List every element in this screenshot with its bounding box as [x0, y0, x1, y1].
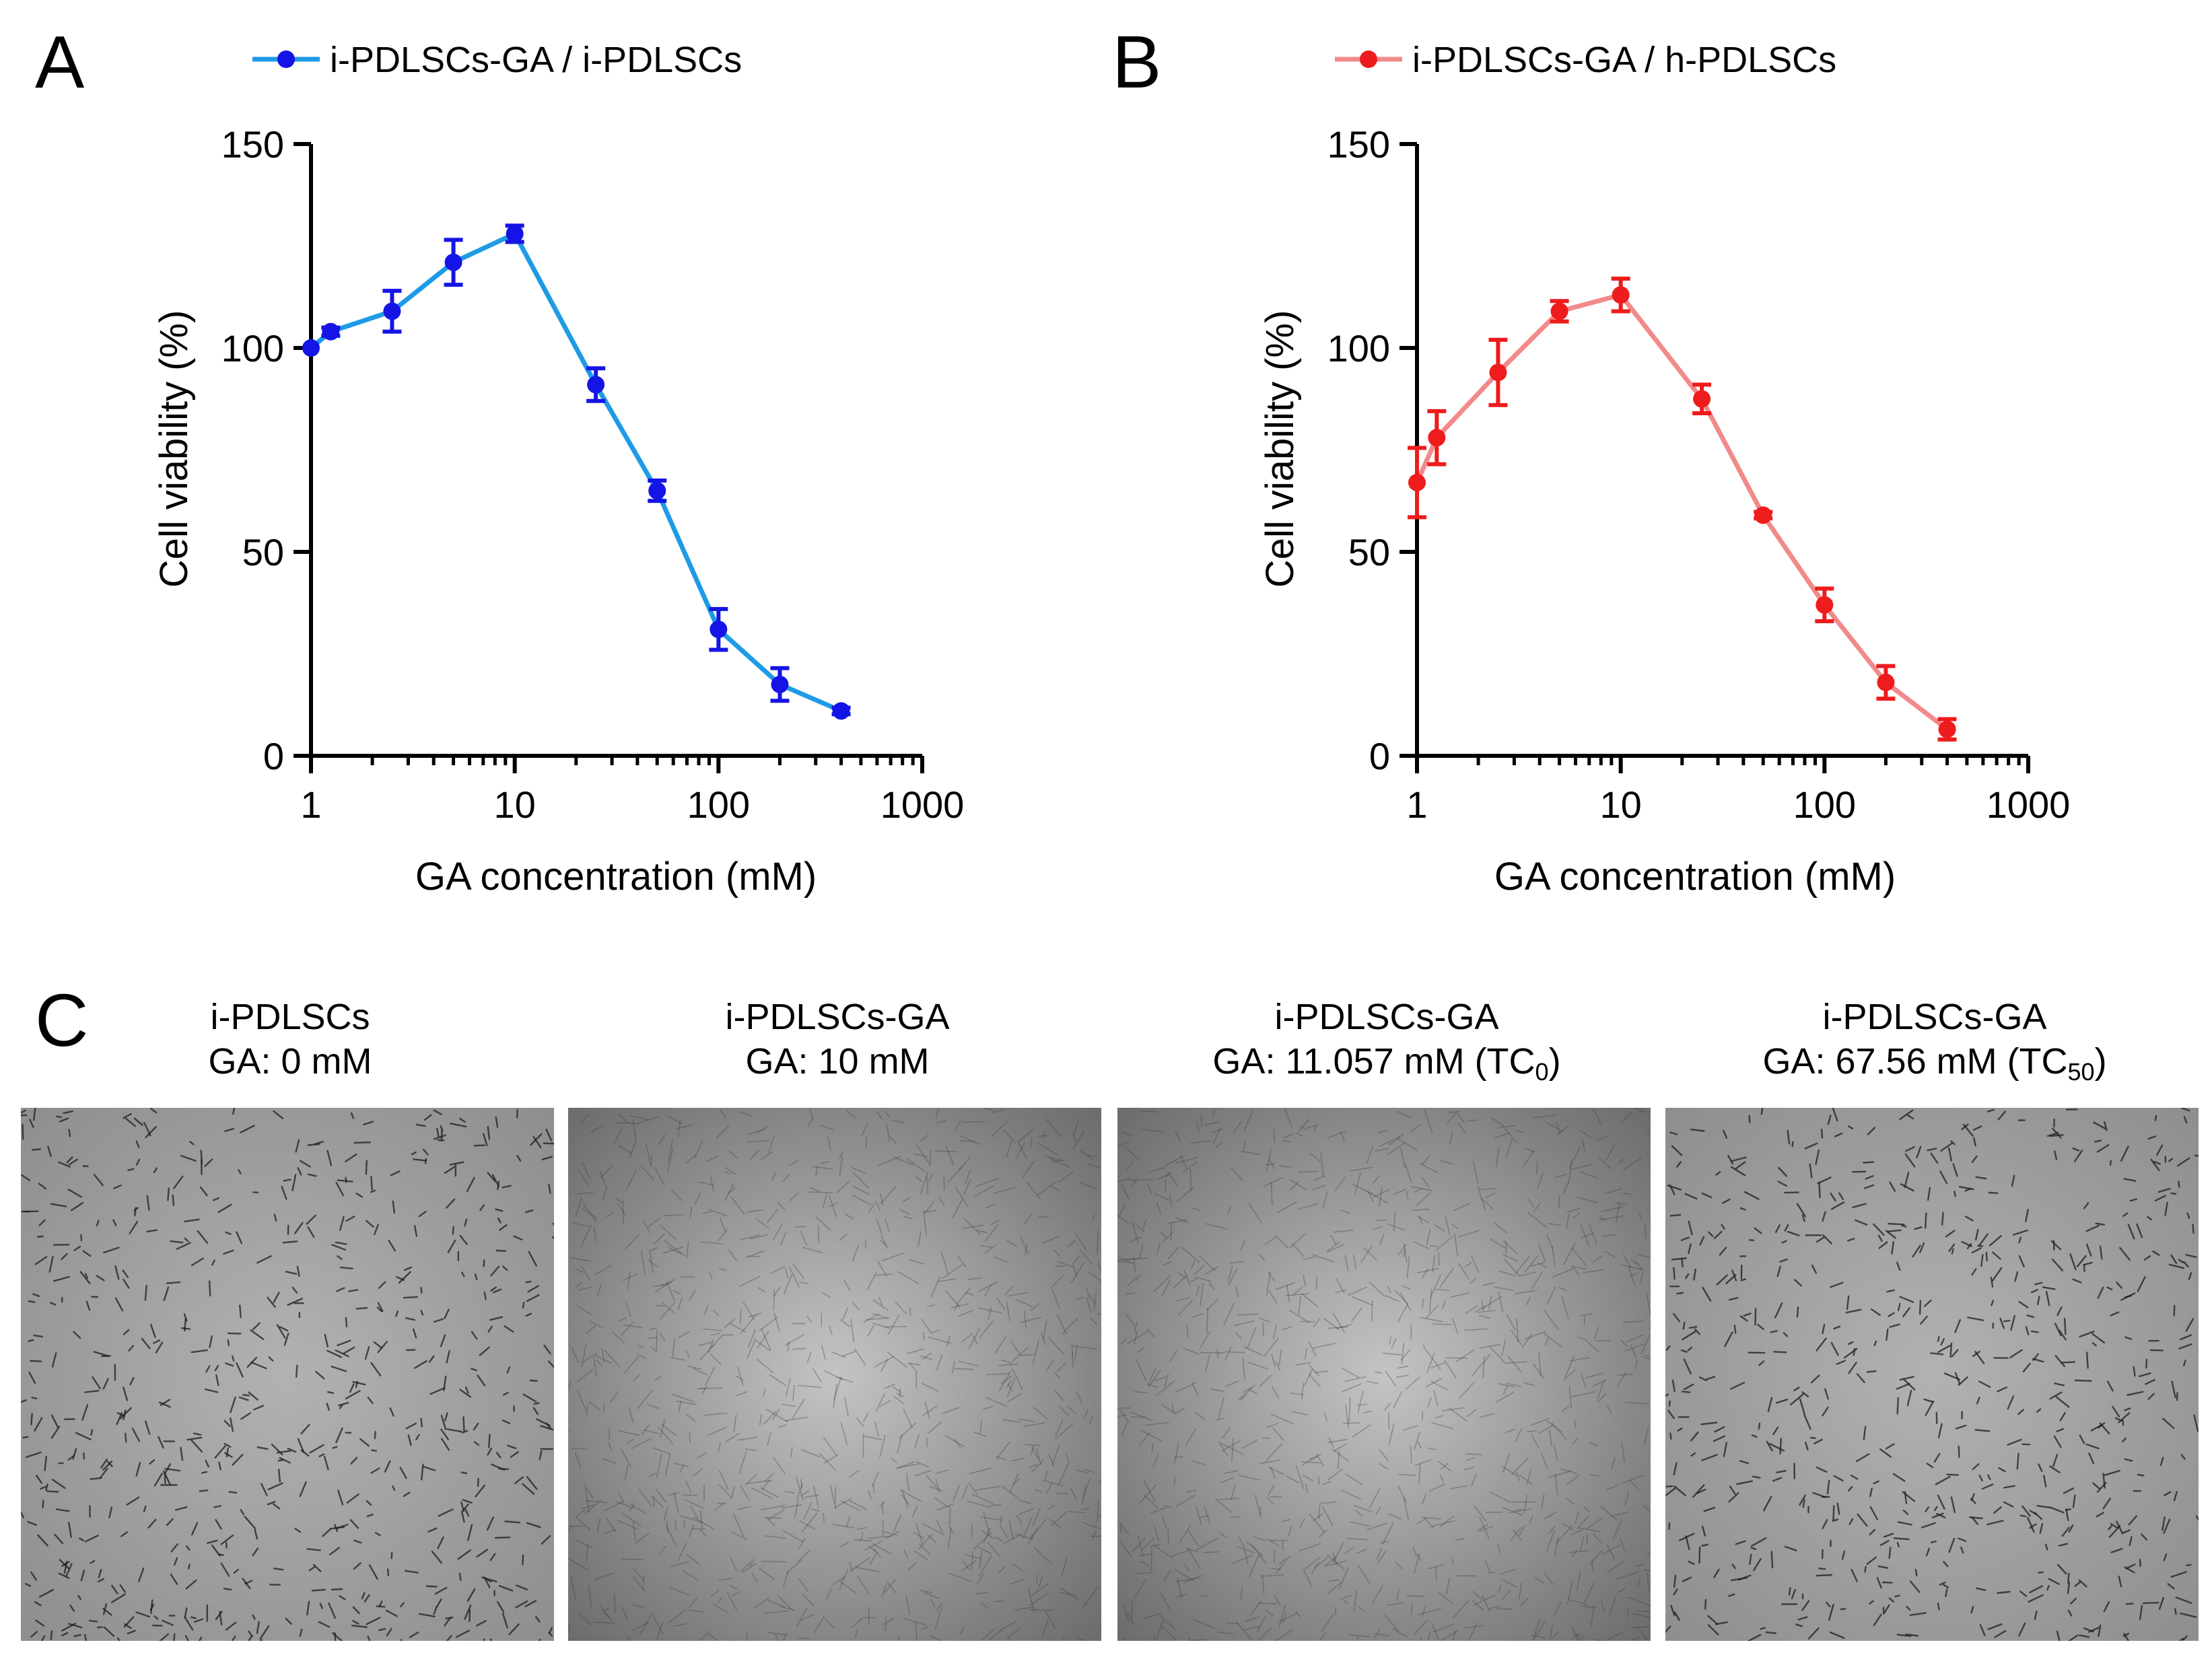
data-point: [444, 253, 462, 271]
x-tick-label: 1: [1406, 783, 1427, 826]
data-point: [1550, 302, 1568, 320]
legend-a-text: i-PDLSCs-GA / i-PDLSCs: [330, 40, 742, 80]
caption-title: i-PDLSCs: [210, 997, 370, 1037]
data-point: [832, 702, 850, 720]
data-point: [1428, 429, 1446, 447]
caption-1: i-PDLSCs-GA GA: 10 mM: [568, 995, 1107, 1094]
panel-label-c: C: [35, 979, 89, 1062]
x-tick-label: 1000: [1986, 783, 2071, 826]
caption-condition: GA: 0 mM: [208, 1041, 372, 1082]
y-tick-label: 0: [1369, 735, 1390, 777]
y-tick-label: 150: [221, 123, 284, 166]
x-tick-label: 100: [1793, 783, 1856, 826]
data-point: [1612, 286, 1630, 304]
panel-label-a: A: [35, 21, 85, 104]
y-tick-label: 50: [1348, 531, 1390, 573]
y-tick-label: 50: [242, 531, 284, 573]
legend-a: i-PDLSCs-GA / i-PDLSCs: [252, 40, 742, 80]
micrograph-1: [568, 1108, 1101, 1641]
caption-2: i-PDLSCs-GA GA: 11.057 mM (TC0): [1117, 995, 1656, 1094]
x-tick-label: 1: [300, 783, 321, 826]
caption-title: i-PDLSCs-GA: [1822, 997, 2047, 1037]
legend-b: i-PDLSCs-GA / h-PDLSCs: [1335, 40, 1836, 80]
caption-condition: GA: 10 mM: [745, 1041, 930, 1082]
x-tick-label: 10: [1600, 783, 1642, 826]
series-line: [309, 231, 842, 713]
legend-b-marker: [1360, 50, 1377, 68]
y-axis-label-b: Cell viability (%): [1258, 310, 1302, 588]
data-point: [1489, 363, 1507, 382]
y-tick-label: 150: [1327, 123, 1390, 166]
data-point: [587, 376, 605, 394]
series-line: [1414, 292, 1949, 732]
data-point: [506, 225, 524, 243]
micrograph-0: [21, 1108, 554, 1641]
legend-a-marker: [277, 50, 295, 68]
data-point: [1938, 720, 1956, 738]
data-point: [383, 302, 401, 320]
y-axis-label-a: Cell viability (%): [152, 310, 196, 588]
x-axis-label-a: GA concentration (mM): [415, 855, 817, 898]
data-point: [1754, 506, 1772, 524]
micrograph-2: [1117, 1108, 1651, 1641]
caption-condition: GA: 11.057 mM (TC0): [1212, 1041, 1561, 1086]
caption-condition: GA: 67.56 mM (TC50): [1762, 1041, 2107, 1086]
x-tick-label: 10: [494, 783, 536, 826]
micrograph-3: [1665, 1108, 2199, 1641]
y-tick-label: 100: [1327, 327, 1390, 369]
data-point: [1408, 473, 1426, 491]
data-point: [1693, 390, 1711, 408]
caption-title: i-PDLSCs-GA: [1274, 997, 1499, 1037]
data-point: [1877, 673, 1895, 691]
caption-3: i-PDLSCs-GA GA: 67.56 mM (TC50): [1665, 995, 2204, 1094]
caption-0: i-PDLSCs GA: 0 mM: [21, 995, 559, 1094]
data-point: [648, 482, 666, 500]
x-tick-label: 100: [687, 783, 750, 826]
data-point: [322, 322, 340, 341]
data-point: [771, 675, 789, 693]
chart-b: i-PDLSCs-GA / h-PDLSCs 0 50 100 150 1 10 100 10…: [1258, 40, 2071, 898]
y-tick-label: 0: [263, 735, 284, 777]
legend-b-text: i-PDLSCs-GA / h-PDLSCs: [1412, 40, 1836, 80]
y-tick-label: 100: [221, 327, 284, 369]
data-point: [1816, 596, 1834, 614]
chart-a: i-PDLSCs-GA / i-PDLSCs 0 50 100 150 1 10 100 10…: [152, 40, 965, 898]
data-point: [302, 339, 320, 357]
x-axis-label-b: GA concentration (mM): [1494, 855, 1896, 898]
data-point: [710, 621, 728, 639]
caption-title: i-PDLSCs-GA: [725, 997, 950, 1037]
panel-label-b: B: [1112, 21, 1162, 104]
x-tick-label: 1000: [880, 783, 965, 826]
